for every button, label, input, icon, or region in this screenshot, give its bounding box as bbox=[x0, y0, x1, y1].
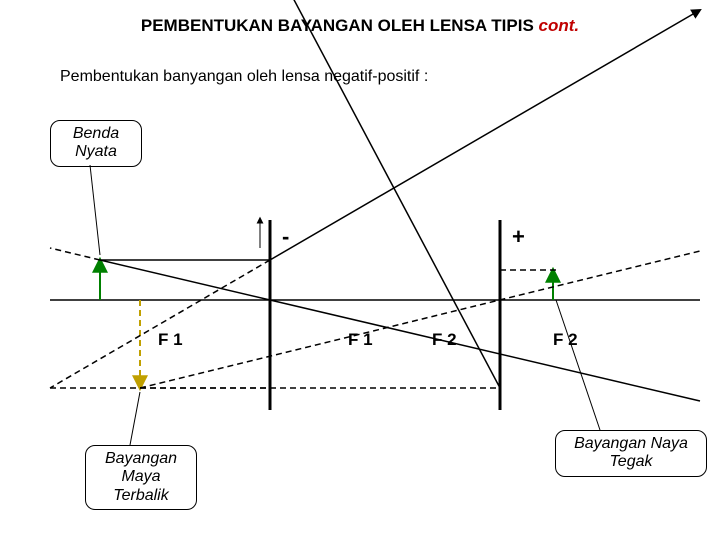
ray2-refracted-through-F bbox=[50, 0, 500, 388]
diagram-svg bbox=[0, 0, 720, 540]
ray-center-to-lens1 bbox=[100, 260, 270, 300]
ray-parallel-refracted-back bbox=[50, 260, 270, 388]
ray-center-extended bbox=[270, 300, 700, 401]
leader-bayangan-tegak bbox=[556, 300, 600, 430]
leader-bayangan-terbalik bbox=[130, 392, 140, 445]
ray-parallel-extension bbox=[270, 10, 700, 260]
ray-center-back-ext bbox=[50, 248, 100, 260]
leader-benda bbox=[90, 165, 100, 255]
ray2-through-center bbox=[140, 251, 700, 388]
